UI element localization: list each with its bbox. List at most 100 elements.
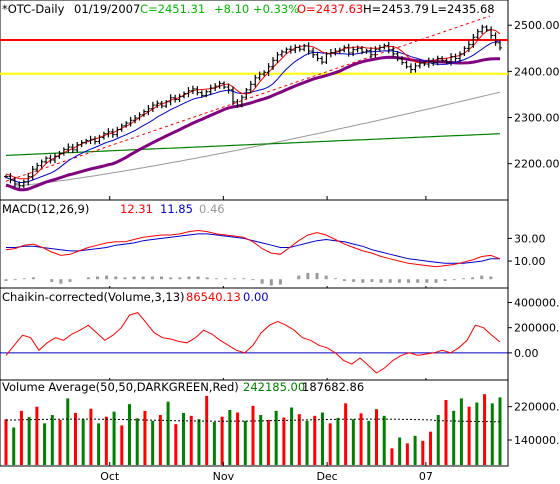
price-bar bbox=[213, 83, 218, 91]
price-bar bbox=[431, 58, 436, 66]
price-bar bbox=[17, 181, 22, 189]
price-bar bbox=[8, 173, 13, 184]
price-bar bbox=[199, 90, 204, 98]
price-bar bbox=[75, 142, 80, 153]
price-pct-change: +0.33% bbox=[253, 2, 299, 16]
macd-y-tick-label: 10.00 bbox=[514, 255, 546, 268]
price-bar bbox=[88, 135, 93, 145]
price-bar bbox=[404, 60, 409, 69]
macd-histogram-value: 0.46 bbox=[199, 202, 225, 216]
price-bar bbox=[115, 126, 120, 138]
price-bar bbox=[480, 24, 485, 34]
price-close: C=2451.31 bbox=[140, 2, 205, 16]
macd-signal-line bbox=[6, 233, 500, 264]
price-bar bbox=[444, 58, 449, 64]
ma-mid-line bbox=[5, 40, 501, 183]
price-bar bbox=[262, 70, 267, 77]
ma-green-line bbox=[5, 133, 501, 156]
price-y-tick-label: 2300.00 bbox=[514, 112, 560, 125]
price-bar bbox=[204, 89, 209, 98]
price-bar bbox=[319, 56, 324, 65]
macd-header: MACD(12,26,9) 12.31 11.85 0.46 bbox=[2, 202, 225, 216]
price-bar bbox=[449, 53, 454, 66]
macd-value: 12.31 bbox=[120, 202, 153, 216]
price-bar bbox=[293, 44, 298, 54]
price-low: L=2435.68 bbox=[431, 2, 495, 16]
price-bar bbox=[498, 40, 502, 51]
macd-signal-value: 11.85 bbox=[160, 202, 193, 216]
price-bar bbox=[400, 56, 405, 65]
chaikin-title: Chaikin-corrected(Volume,3,13) bbox=[2, 290, 185, 304]
volume-average-value: 187682.86 bbox=[302, 380, 364, 394]
volume-header: Volume Average(50,50,DARKGREEN,Red) 2421… bbox=[2, 380, 364, 394]
price-bar bbox=[226, 83, 231, 94]
price-y-tick-label: 2500.00 bbox=[514, 19, 560, 32]
price-bar bbox=[324, 52, 329, 64]
price-open: O=2437.63 bbox=[297, 2, 363, 16]
ma-short-line bbox=[5, 28, 501, 180]
price-bar bbox=[190, 85, 195, 94]
axes: 2200.00 2300.00 2400.00 2500.00 10.00 30.00 0.… bbox=[100, 19, 560, 483]
price-bar bbox=[79, 140, 84, 148]
price-bar bbox=[333, 48, 338, 56]
price-bar bbox=[173, 94, 178, 103]
chaikin-zero-value: 0.00 bbox=[243, 290, 269, 304]
price-bar bbox=[124, 121, 129, 128]
price-bar bbox=[342, 45, 347, 53]
price-bar bbox=[315, 52, 320, 62]
price-bar bbox=[61, 147, 66, 156]
price-bar bbox=[368, 47, 373, 59]
price-bar bbox=[337, 47, 342, 54]
price-bar bbox=[182, 91, 187, 99]
price-bar bbox=[440, 56, 445, 63]
price-bar bbox=[275, 52, 280, 64]
volume-value: 242185.00 bbox=[243, 380, 305, 394]
price-bar bbox=[311, 47, 316, 58]
volume-y-tick-label: 140000.00 bbox=[514, 434, 560, 447]
price-bar bbox=[101, 131, 106, 140]
price-bar bbox=[435, 55, 440, 66]
price-bar bbox=[155, 100, 160, 108]
macd-line bbox=[5, 229, 501, 268]
price-bar bbox=[57, 151, 62, 159]
price-bar bbox=[422, 61, 427, 67]
trendline bbox=[5, 15, 491, 182]
price-date: 01/19/2007 bbox=[74, 2, 140, 16]
price-bar bbox=[306, 42, 311, 55]
price-bar bbox=[222, 81, 227, 90]
price-bar bbox=[466, 40, 471, 52]
price-bar bbox=[426, 57, 431, 68]
price-header: *OTC-Daily 01/19/2007 C=2451.31 +8.10 +0… bbox=[2, 2, 495, 16]
price-bar bbox=[351, 46, 356, 57]
macd-y-tick-label: 30.00 bbox=[514, 232, 546, 245]
price-bar bbox=[266, 63, 271, 76]
price-bar bbox=[297, 44, 302, 52]
volume-panel-frame bbox=[0, 379, 509, 467]
price-bar bbox=[141, 109, 146, 117]
price-bar bbox=[417, 60, 422, 69]
ma-long-line bbox=[5, 55, 500, 192]
price-bar bbox=[150, 101, 155, 112]
x-tick-label: 07 bbox=[419, 470, 433, 483]
price-high: H=2453.79 bbox=[363, 2, 429, 16]
price-panel-frame bbox=[0, 0, 509, 201]
price-bar bbox=[164, 100, 169, 108]
price-bar bbox=[12, 176, 17, 187]
price-bar bbox=[346, 43, 351, 57]
volume-y-tick-label: 220000.00 bbox=[514, 401, 560, 414]
price-bar bbox=[21, 179, 26, 188]
price-bar bbox=[457, 51, 462, 61]
ma-gray-line bbox=[5, 91, 501, 188]
price-bar bbox=[186, 87, 191, 98]
price-change: +8.10 bbox=[214, 2, 249, 16]
macd-title: MACD(12,26,9) bbox=[2, 202, 89, 216]
price-bar bbox=[248, 80, 253, 94]
price-bar bbox=[360, 46, 365, 55]
price-bar bbox=[355, 45, 360, 53]
price-bar bbox=[288, 45, 293, 54]
price-bar bbox=[493, 32, 498, 46]
price-bar bbox=[453, 53, 458, 62]
macd-panel bbox=[4, 229, 501, 286]
price-bar bbox=[66, 143, 71, 154]
price-bar bbox=[168, 94, 173, 106]
